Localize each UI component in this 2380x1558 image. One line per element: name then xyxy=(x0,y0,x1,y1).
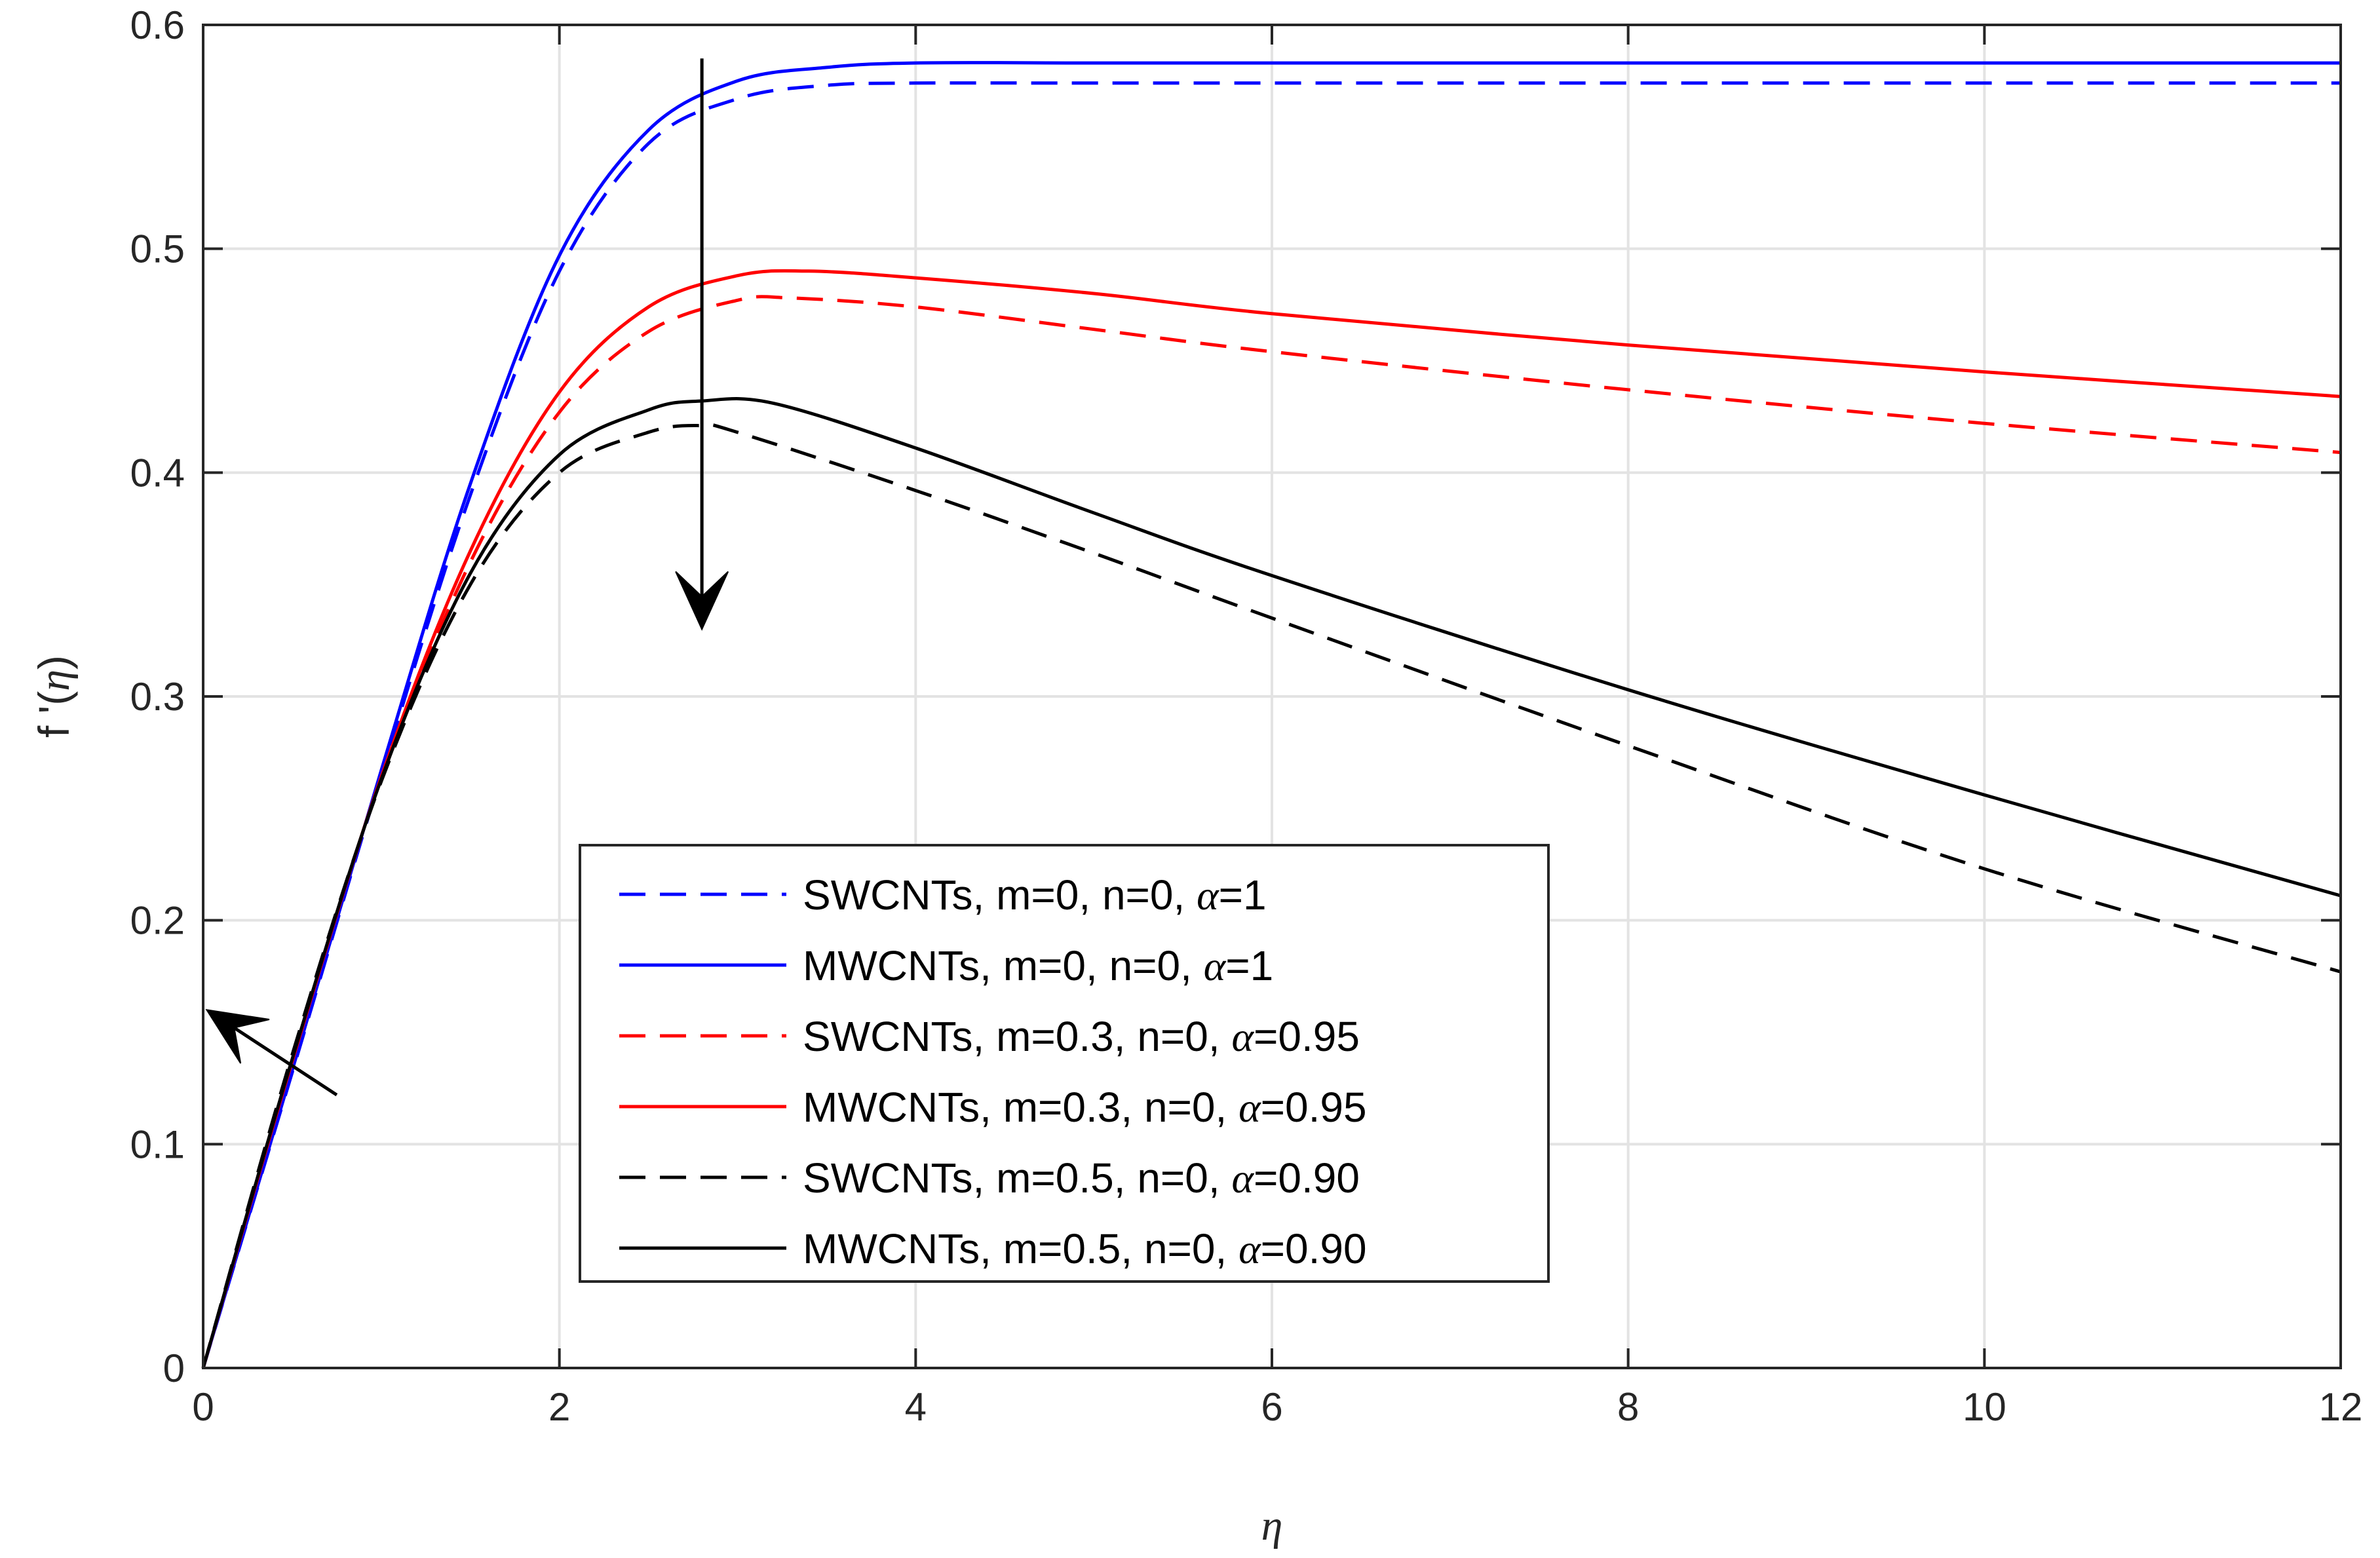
legend-alpha-symbol: α xyxy=(1197,872,1219,919)
y-axis-label: f '(η) xyxy=(29,655,79,738)
legend-entry-value: =0.95 xyxy=(1261,1084,1367,1131)
y-tick-label: 0.4 xyxy=(130,451,185,495)
legend-alpha-symbol: α xyxy=(1238,1084,1261,1131)
x-tick-label: 12 xyxy=(2319,1385,2363,1429)
x-axis-label: η xyxy=(1261,1502,1283,1549)
legend-entry-prefix: MWCNTs, m=0.5, n=0, xyxy=(803,1225,1238,1272)
legend-entry-5: SWCNTs, m=0.5, n=0, α=0.90 xyxy=(803,1154,1360,1202)
legend-entry-prefix: MWCNTs, m=0, n=0, xyxy=(803,942,1204,989)
annotations xyxy=(205,58,729,1097)
legend-alpha-symbol: α xyxy=(1231,1014,1254,1060)
y-tick-label: 0.5 xyxy=(130,227,185,271)
y-axis-label-prefix: f '( xyxy=(29,691,78,738)
x-tick-label: 10 xyxy=(1963,1385,2006,1429)
annotation-arrow-shaft-2 xyxy=(233,1026,338,1097)
series-line-3 xyxy=(201,295,2341,1369)
y-tick-label: 0.3 xyxy=(130,675,185,719)
x-tick-label: 4 xyxy=(905,1385,927,1429)
legend-entry-1: SWCNTs, m=0, n=0, α=1 xyxy=(803,871,1267,919)
x-tick-label: 6 xyxy=(1261,1385,1282,1429)
y-tick-label: 0.1 xyxy=(130,1122,185,1166)
annotation-arrow-head-1 xyxy=(675,571,729,631)
y-axis-label-symbol: η xyxy=(31,670,79,691)
annotation-arrow-head-2 xyxy=(205,1009,270,1064)
tick-labels: 0 2 4 6 8 10 12 0 0.1 0.2 0.3 0.4 0.5 0.6 xyxy=(130,3,2363,1429)
legend-alpha-symbol: α xyxy=(1231,1155,1254,1202)
legend-entry-6: MWCNTs, m=0.5, n=0, α=0.90 xyxy=(803,1225,1367,1272)
legend-entry-value: =1 xyxy=(1225,942,1273,989)
series-line-6 xyxy=(201,397,2341,1369)
legend-entry-value: =0.90 xyxy=(1254,1154,1360,1202)
legend-entry-4: MWCNTs, m=0.3, n=0, α=0.95 xyxy=(803,1084,1367,1131)
legend-entry-3: SWCNTs, m=0.3, n=0, α=0.95 xyxy=(803,1013,1360,1060)
y-axis-label-suffix: ) xyxy=(29,655,78,670)
legend-alpha-symbol: α xyxy=(1204,943,1227,989)
legend-entry-prefix: SWCNTs, m=0.5, n=0, xyxy=(803,1154,1231,1202)
x-tick-label: 2 xyxy=(548,1385,570,1429)
series-group xyxy=(201,61,2341,1369)
legend-entry-prefix: SWCNTs, m=0.3, n=0, xyxy=(803,1013,1231,1060)
y-tick-label: 0 xyxy=(163,1346,185,1390)
legend-entry-value: =0.95 xyxy=(1254,1013,1360,1060)
y-tick-label: 0.2 xyxy=(130,899,185,943)
legend-entry-value: =1 xyxy=(1219,871,1267,919)
y-tick-label: 0.6 xyxy=(130,3,185,47)
legend-entry-value: =0.90 xyxy=(1261,1225,1367,1272)
legend-alpha-symbol: α xyxy=(1238,1226,1261,1272)
ticks xyxy=(202,24,2342,1369)
legend-entry-2: MWCNTs, m=0, n=0, α=1 xyxy=(803,942,1273,989)
legend-entry-prefix: SWCNTs, m=0, n=0, xyxy=(803,871,1197,919)
legend-entry-prefix: MWCNTs, m=0.3, n=0, xyxy=(803,1084,1238,1131)
x-tick-label: 8 xyxy=(1617,1385,1639,1429)
x-tick-label: 0 xyxy=(192,1385,214,1429)
legend-box xyxy=(579,844,1550,1283)
